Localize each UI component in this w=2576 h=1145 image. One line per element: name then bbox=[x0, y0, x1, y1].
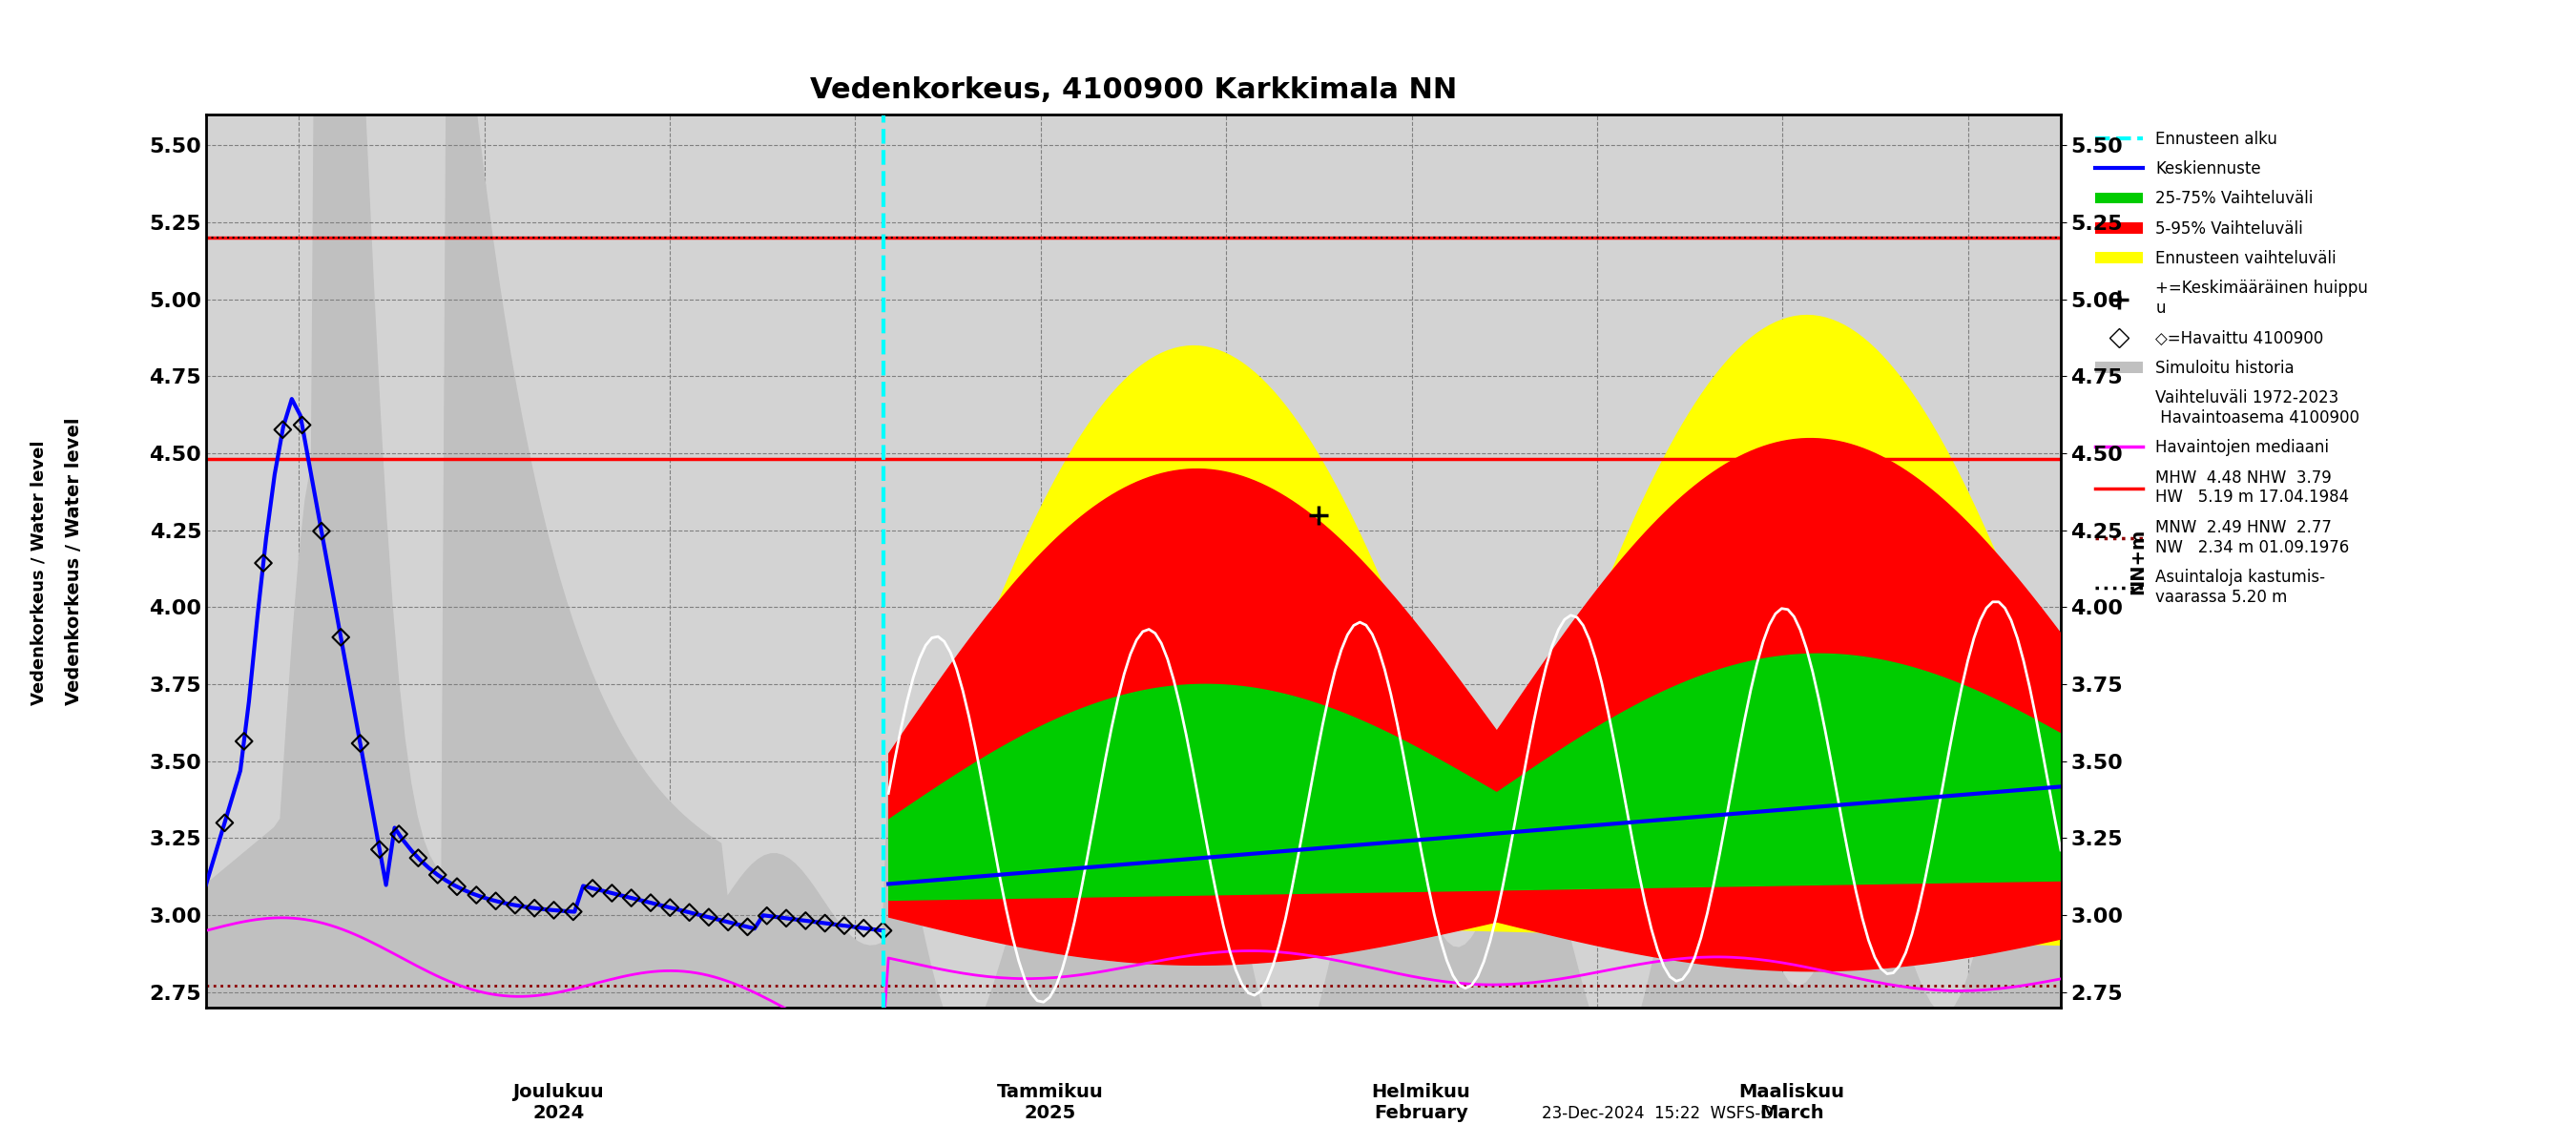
Point bbox=[863, 922, 904, 940]
Point bbox=[670, 903, 711, 922]
Point bbox=[572, 879, 613, 898]
Point bbox=[397, 848, 438, 867]
Point bbox=[242, 554, 283, 572]
Point bbox=[804, 914, 845, 932]
Point bbox=[649, 899, 690, 917]
Point bbox=[495, 897, 536, 915]
Point bbox=[263, 420, 304, 439]
Text: Tammikuu
2025: Tammikuu 2025 bbox=[997, 1083, 1103, 1122]
Point bbox=[786, 911, 827, 930]
Y-axis label: Vedenkorkeus / Water level: Vedenkorkeus / Water level bbox=[64, 417, 82, 705]
Y-axis label: NN+m: NN+m bbox=[2128, 528, 2146, 594]
Point bbox=[747, 907, 788, 925]
Point bbox=[631, 893, 672, 911]
Point bbox=[842, 919, 884, 938]
Point bbox=[417, 866, 459, 884]
Point bbox=[319, 629, 361, 647]
Point bbox=[688, 908, 729, 926]
Point bbox=[204, 814, 245, 832]
Point bbox=[224, 732, 265, 750]
Point bbox=[456, 886, 497, 905]
Point bbox=[513, 899, 554, 917]
Point bbox=[358, 840, 399, 859]
Text: 23-Dec-2024  15:22  WSFS-O: 23-Dec-2024 15:22 WSFS-O bbox=[1540, 1105, 1772, 1122]
Text: Vedenkorkeus / Water level: Vedenkorkeus / Water level bbox=[31, 440, 46, 705]
Point bbox=[474, 892, 515, 910]
Point bbox=[301, 522, 343, 540]
Legend: Ennusteen alku, Keskiennuste, 25-75% Vaihteluväli, 5-95% Vaihteluväli, Ennusteen: Ennusteen alku, Keskiennuste, 25-75% Vai… bbox=[2087, 123, 2375, 614]
Title: Vedenkorkeus, 4100900 Karkkimala NN: Vedenkorkeus, 4100900 Karkkimala NN bbox=[809, 77, 1458, 104]
Point bbox=[281, 416, 322, 434]
Point bbox=[765, 909, 806, 927]
Text: Maaliskuu
March: Maaliskuu March bbox=[1739, 1083, 1844, 1122]
Text: Helmikuu
February: Helmikuu February bbox=[1370, 1083, 1471, 1122]
Point bbox=[592, 884, 634, 902]
Text: Joulukuu
2024: Joulukuu 2024 bbox=[513, 1083, 605, 1122]
Point bbox=[435, 877, 477, 895]
Point bbox=[611, 889, 652, 907]
Point bbox=[533, 901, 574, 919]
Point bbox=[708, 913, 750, 931]
Point bbox=[824, 916, 866, 934]
Point bbox=[379, 824, 420, 843]
Point bbox=[726, 917, 768, 935]
Point bbox=[554, 902, 595, 921]
Point bbox=[340, 734, 381, 752]
